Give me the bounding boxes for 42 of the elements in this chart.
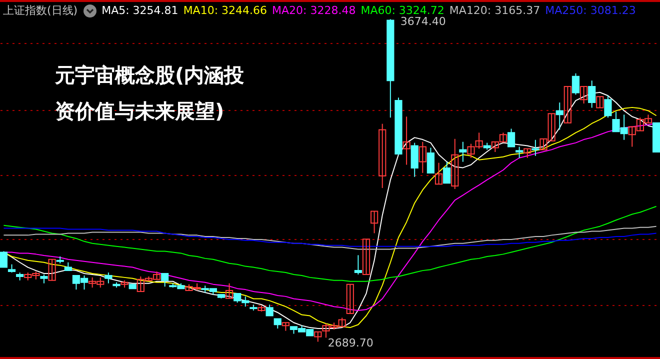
chart-subtitle: 上证指数(日线) [3,3,78,18]
text: MA120: 3165.37 [449,4,540,17]
candlestick [524,148,532,158]
candlestick [532,139,540,156]
candlestick [434,162,443,185]
candlestick [104,272,112,284]
candlestick [402,116,410,166]
candlestick [588,80,596,108]
candlestick [410,142,418,178]
candlestick [604,95,612,118]
annotation: 3674.40 [400,15,446,28]
candlestick [0,250,8,268]
candlestick [516,146,524,158]
candlestick [556,102,564,130]
text: MA5: 3254.81 [102,4,178,17]
candlestick [564,86,572,124]
candlestick [451,138,459,190]
candlestick [572,72,580,96]
candlestick [362,238,370,275]
candlestick [426,147,435,174]
candlestick [507,128,516,148]
text: 元宇宙概念股(内涵投资价值与未来展望) [55,62,246,125]
candlestick [459,141,467,162]
candlestick [314,331,322,342]
candlestick [580,86,588,104]
annotation: 2689.70 [328,336,374,350]
candlestick [378,123,386,189]
candlestick [346,284,354,314]
candlestick [161,273,169,288]
candlestick [225,282,234,299]
text: MA250: 3081.23 [545,4,636,17]
candlestick [274,318,282,330]
text: MA20: 3228.48 [272,4,356,17]
candlestick [443,161,451,184]
candlestick [370,210,378,234]
candlestick [354,254,362,275]
candlestick [418,141,426,174]
candlestick [596,96,604,108]
text: MA10: 3244.66 [183,4,268,17]
text: MA60: 3324.72 [360,4,444,17]
candlestick [48,258,56,281]
candlestick [266,304,274,316]
